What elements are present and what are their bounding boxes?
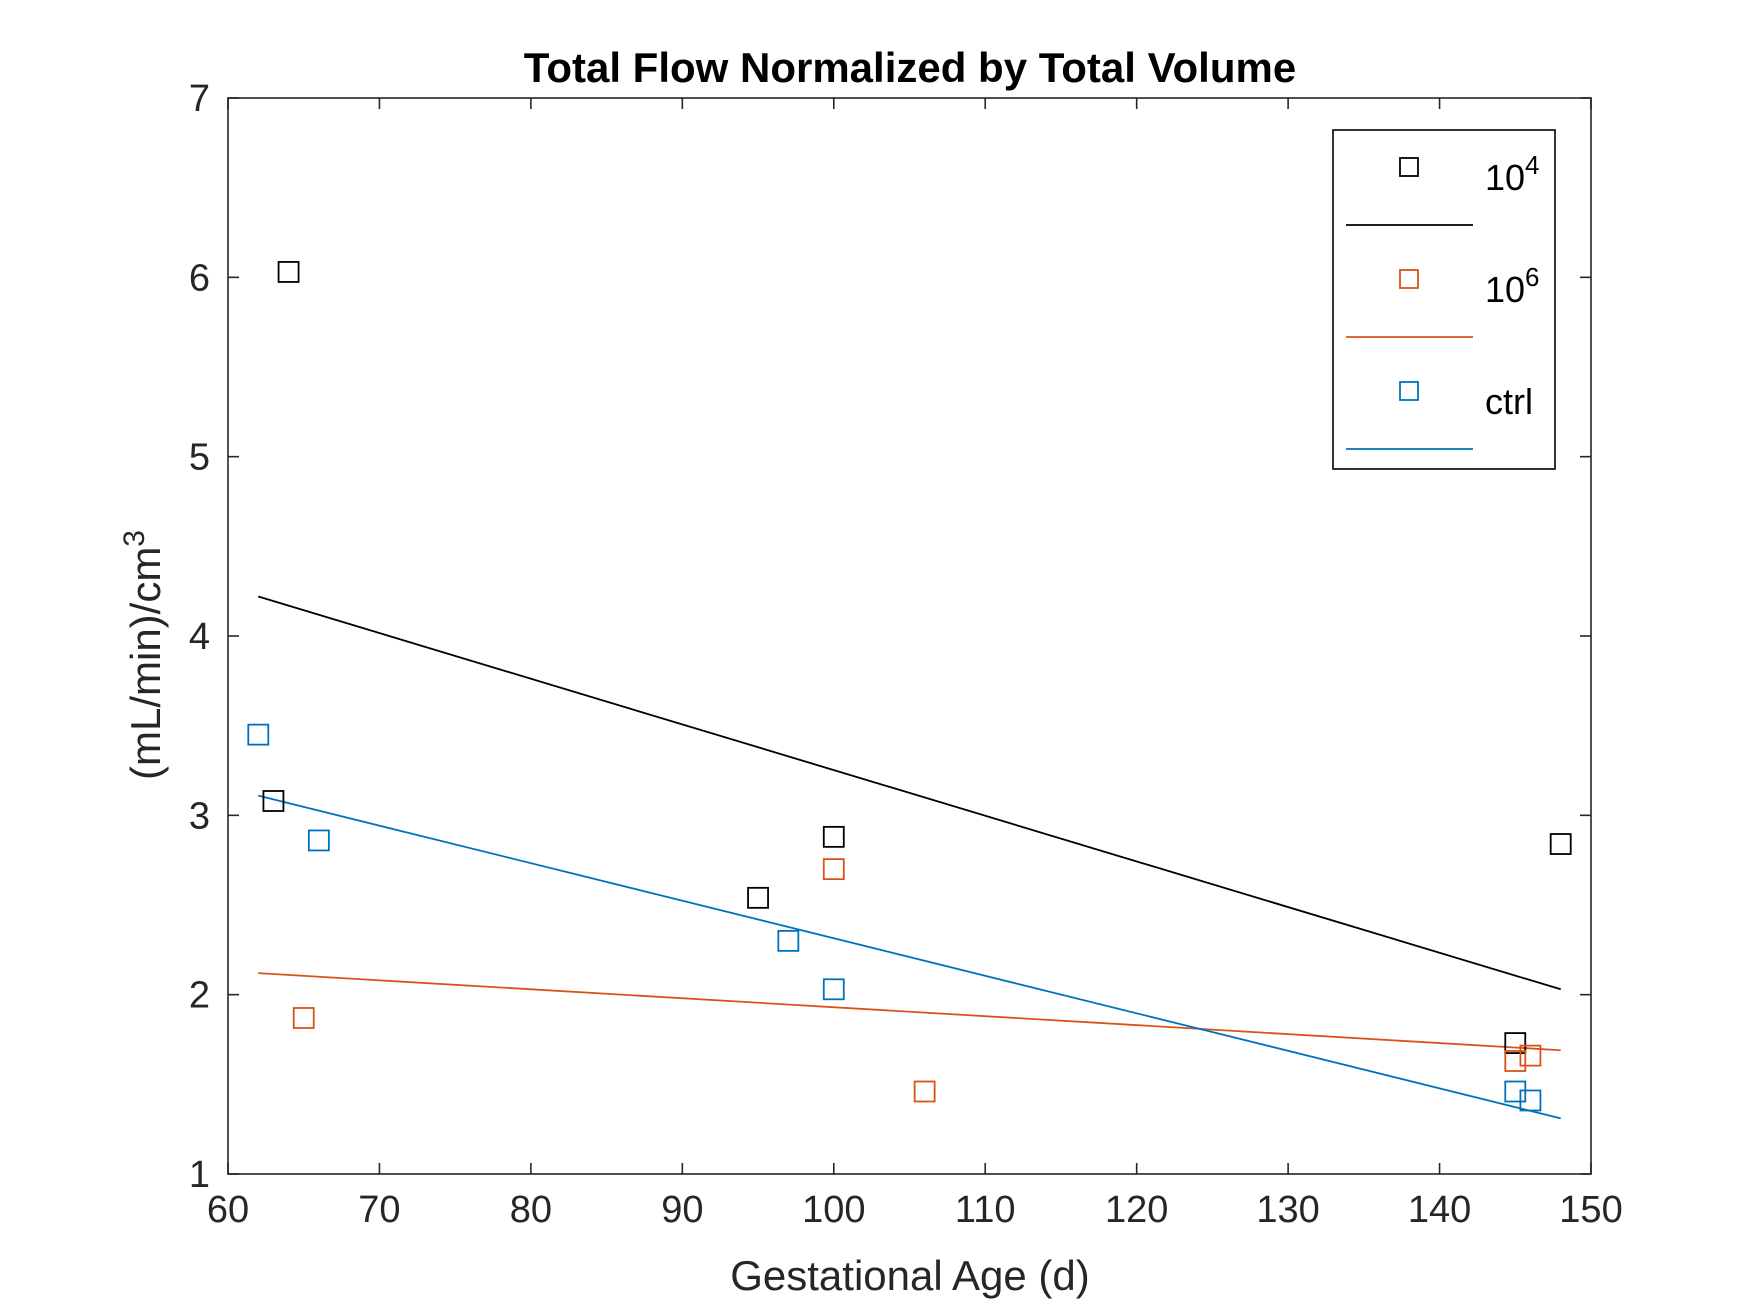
x-tick-label: 140 [1408,1189,1471,1231]
marker-series-2-point-3 [822,978,845,1001]
y-tick-label: 3 [189,795,210,837]
legend-label-exponent: 6 [1525,262,1539,292]
x-tick-label: 60 [207,1189,249,1231]
legend-marker-2 [1399,381,1419,401]
x-tick-label: 80 [510,1189,552,1231]
legend-label-base: ctrl [1485,381,1533,422]
legend-label-1: 106 [1485,262,1540,310]
legend-label-exponent: 4 [1525,150,1539,180]
legend-label-0: 104 [1485,150,1540,198]
legend-marker-1 [1399,269,1419,289]
marker-series-2-point-1 [307,829,330,852]
marker-series-0-point-5 [1549,833,1572,855]
marker-series-2-point-5 [1519,1089,1542,1112]
y-axis-label-superscript: 3 [118,530,151,547]
fit-lines [258,595,1561,1120]
fit-line-series-0 [258,595,1561,991]
x-tick-label: 150 [1559,1189,1622,1231]
marker-series-1-point-3 [1504,1050,1527,1072]
y-axis-label-base: (mL/min)/cm [122,547,169,780]
chart-title: Total Flow Normalized by Total Volume [524,44,1296,91]
marker-series-1-point-4 [1519,1044,1542,1067]
x-tick-label: 90 [661,1189,703,1231]
x-tick-label: 120 [1105,1189,1168,1231]
axis-ticks: 60 70 80 90 100 110 120 130 140 150 1 2 3 4 5 6 7 [189,78,1623,1231]
x-axis-label: Gestational Age (d) [730,1252,1090,1299]
y-tick-label: 5 [189,437,210,479]
x-tick-label: 70 [358,1189,400,1231]
marker-series-0-point-0 [277,261,300,283]
fit-line-series-1 [258,972,1561,1052]
y-tick-label: 6 [189,257,210,299]
legend-label-base: 10 [1485,269,1525,310]
y-tick-label: 2 [189,975,210,1017]
marker-series-0-point-3 [822,825,845,848]
y-tick-label: 7 [189,78,210,120]
y-tick-label: 1 [189,1154,210,1196]
marker-series-2-point-0 [247,723,270,746]
fit-line-series-2 [258,794,1561,1120]
marker-series-1-point-2 [913,1080,936,1103]
marker-series-1-point-1 [822,858,845,881]
legend-box [1332,129,1556,470]
marker-series-0-point-1 [262,790,285,812]
marker-series-1-point-0 [292,1007,315,1029]
legend-label-2: ctrl [1485,381,1533,422]
legend-label-base: 10 [1485,157,1525,198]
y-tick-label: 4 [189,616,210,658]
marker-series-2-point-4 [1504,1080,1527,1103]
marker-series-2-point-2 [777,929,800,952]
y-axis-label: (mL/min)/cm3 [118,530,169,780]
legend-marker-0 [1399,157,1419,177]
x-tick-label: 110 [955,1189,1016,1231]
marker-series-0-point-4 [1504,1032,1527,1054]
x-tick-label: 100 [802,1189,865,1231]
marker-series-0-point-2 [747,886,769,909]
data-markers [247,261,1572,1112]
x-tick-label: 130 [1256,1189,1319,1231]
